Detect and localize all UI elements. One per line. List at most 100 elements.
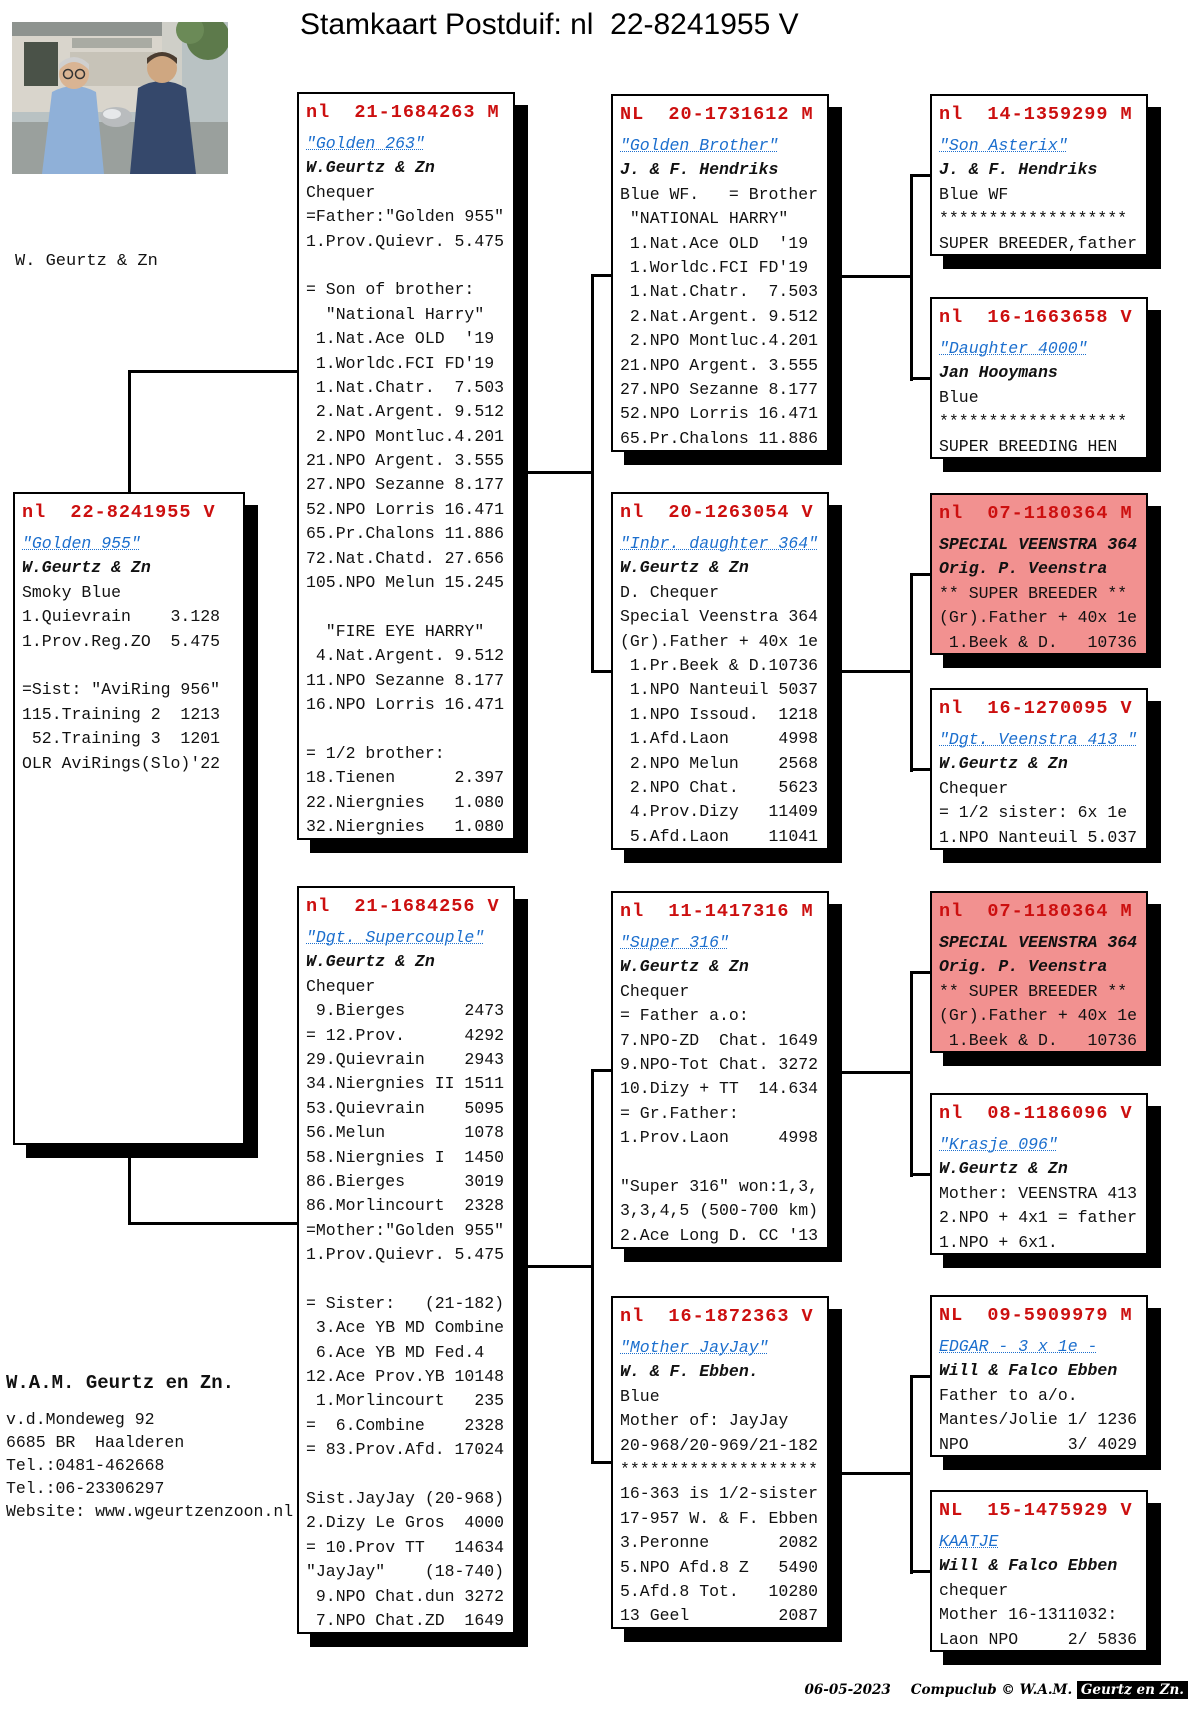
result-line: 1.Prov.Laon 4998: [620, 1128, 819, 1148]
result-line: 13 Geel 2087: [620, 1606, 819, 1626]
result-line: 32.Niergnies 1.080: [306, 816, 505, 836]
result-line: 2.Dizy Le Gros 4000: [306, 1513, 505, 1533]
pigeon-name: "Dgt. Veenstra 413 ": [939, 730, 1138, 749]
pedigree-box-ggp6: nl 08-1186096 V "Krasje 096" W.Geurtz & Zn…: [930, 1093, 1148, 1255]
result-line: 3,3,4,5 (500-700 km): [620, 1201, 819, 1221]
contact-website: Website: www.wgeurtzenzoon.nl: [6, 1502, 294, 1521]
contact-address-line: 6685 BR Haalderen: [6, 1433, 185, 1452]
result-line: = 12.Prov. 4292: [306, 1025, 505, 1045]
pedigree-connector: [910, 971, 913, 1177]
result-line: Smoky Blue: [22, 582, 122, 602]
result-line: Father to a/o.: [939, 1385, 1078, 1405]
pedigree-box-gp2: nl 20-1263054 V "Inbr. daughter 364" W.Geu…: [611, 492, 829, 850]
result-line: (Gr).Father + 40x 1e: [939, 608, 1138, 628]
result-line: 2.NPO Melun 2568: [620, 753, 819, 773]
ring-number: nl 14-1359299 M: [939, 104, 1133, 125]
result-line: 52.NPO Lorris 16.471: [306, 499, 505, 519]
contact-address-line: v.d.Mondeweg 92: [6, 1410, 155, 1429]
result-line: Mother: VEENSTRA 413: [939, 1183, 1138, 1203]
result-line: 9.NPO Chat.dun 3272: [306, 1586, 505, 1606]
pedigree-connector: [910, 174, 913, 381]
owner-name: W.Geurtz & Zn: [939, 754, 1068, 774]
result-line: 22.Niergnies 1.080: [306, 792, 505, 812]
result-line: Blue: [620, 1386, 660, 1406]
pedigree-connector: [515, 1265, 593, 1268]
pedigree-connector: [591, 670, 613, 673]
result-line: 115.Training 2 1213: [22, 704, 221, 724]
result-line: 105.NPO Melun 15.245: [306, 573, 505, 593]
owner-name: Will & Falco Ebben: [939, 1556, 1118, 1576]
result-line: 27.NPO Sezanne 8.177: [620, 379, 819, 399]
pedigree-box-ggp2: nl 16-1663658 V "Daughter 4000" Jan Hooyma…: [930, 297, 1148, 459]
result-line: Mantes/Jolie 1/ 1236: [939, 1410, 1138, 1430]
result-line: 34.Niergnies II 1511: [306, 1074, 505, 1094]
pedigree-connector: [128, 370, 131, 492]
result-line: 3.Ace YB MD Combine: [306, 1318, 505, 1338]
pedigree-connector: [591, 274, 613, 277]
result-line: Blue: [939, 387, 979, 407]
ring-number: nl 07-1180364 M: [939, 901, 1133, 922]
pedigree-connector: [829, 1071, 912, 1074]
result-line: 52.Training 3 1201: [22, 729, 221, 749]
result-line: 65.Pr.Chalons 11.886: [620, 428, 819, 448]
footer-credit: 06-05-2023 Compuclub © W.A.M. Geurtz en Z…: [786, 1666, 1188, 1714]
pigeon-name: KAATJE: [939, 1532, 999, 1551]
ring-number: nl 16-1663658 V: [939, 307, 1133, 328]
pigeon-name: "Golden Brother": [620, 136, 779, 155]
pedigree-box-gp3: nl 11-1417316 M "Super 316" W.Geurtz & Zn C…: [611, 891, 829, 1249]
pedigree-box-gp1: NL 20-1731612 M "Golden Brother" J. & F. H…: [611, 94, 829, 452]
owner-name: Will & Falco Ebben: [939, 1361, 1118, 1381]
pigeon-name: "Dgt. Supercouple": [306, 928, 485, 947]
pedigree-box-ggp8: NL 15-1475929 V KAATJE Will & Falco Ebben c…: [930, 1490, 1148, 1652]
pedigree-connector: [910, 1375, 932, 1378]
breeders-photo: [12, 16, 230, 174]
result-line: Mother of: JayJay: [620, 1411, 789, 1431]
ring-number: NL 20-1731612 M: [620, 104, 814, 125]
result-line: ********************: [620, 1459, 819, 1479]
result-line: 1.NPO + 6x1.: [939, 1232, 1058, 1252]
result-line: 9.Bierges 2473: [306, 1001, 505, 1021]
result-line: 2.NPO Montluc.4.201: [620, 331, 819, 351]
result-line: ** SUPER BREEDER **: [939, 981, 1128, 1001]
result-line: = Father a.o:: [620, 1006, 749, 1026]
pedigree-connector: [910, 377, 932, 380]
result-line: 72.Nat.Chatd. 27.656: [306, 548, 505, 568]
result-line: NPO 3/ 4029: [939, 1434, 1138, 1454]
pedigree-box-ggp3: nl 07-1180364 M SPECIAL VEENSTRA 364 Orig.…: [930, 493, 1148, 655]
result-line: 1.Worldc.FCI FD'19: [306, 353, 495, 373]
contact-block: W.A.M. Geurtz en Zn. v.d.Mondeweg 92 668…: [6, 1372, 293, 1523]
result-line: 1.Prov.Quievr. 5.475: [306, 231, 505, 251]
result-line: = 1/2 brother:: [306, 743, 445, 763]
result-line: = 10.Prov TT 14634: [306, 1537, 505, 1557]
result-line: 1.NPO Nanteuil 5.037: [939, 827, 1138, 847]
pedigree-connector: [591, 1461, 613, 1464]
pedigree-box-ggp7: NL 09-5909979 M EDGAR - 3 x 1e - Will & Fa…: [930, 1295, 1148, 1457]
pigeon-name: "Golden 263": [306, 134, 425, 153]
result-line: = Sister: (21-182): [306, 1293, 505, 1313]
pedigree-connector: [910, 1570, 932, 1573]
pedigree-connector: [515, 471, 593, 474]
result-line: 4.Prov.Dizy 11409: [620, 802, 819, 822]
result-line: SUPER BREEDER,father: [939, 233, 1138, 253]
pigeon-name: "Inbr. daughter 364": [620, 534, 819, 553]
owner-name: W.Geurtz & Zn: [306, 158, 435, 178]
pedigree-connector: [910, 971, 932, 974]
result-line: [306, 254, 513, 278]
result-line: 2.Nat.Argent. 9.512: [306, 402, 505, 422]
result-line: =Mother:"Golden 955": [306, 1220, 505, 1240]
result-line: 16-363 is 1/2-sister: [620, 1484, 819, 1504]
pedigree-connector: [910, 174, 932, 177]
pigeon-name: "Super 316": [620, 933, 729, 952]
result-line: = 6.Combine 2328: [306, 1415, 505, 1435]
result-line: 18.Tienen 2.397: [306, 768, 505, 788]
result-line: 2.Ace Long D. CC '13: [620, 1225, 819, 1245]
owner-name: W.Geurtz & Zn: [620, 558, 749, 578]
pedigree-connector: [128, 1145, 131, 1225]
result-line: 56.Melun 1078: [306, 1123, 505, 1143]
result-line: (Gr).Father + 40x 1e: [939, 1006, 1138, 1026]
result-line: 9.NPO-Tot Chat. 3272: [620, 1054, 819, 1074]
result-line: *******************: [939, 412, 1128, 432]
result-line: ** SUPER BREEDER **: [939, 583, 1128, 603]
result-line: 52.NPO Lorris 16.471: [620, 404, 819, 424]
result-line: "FIRE EYE HARRY": [306, 621, 485, 641]
